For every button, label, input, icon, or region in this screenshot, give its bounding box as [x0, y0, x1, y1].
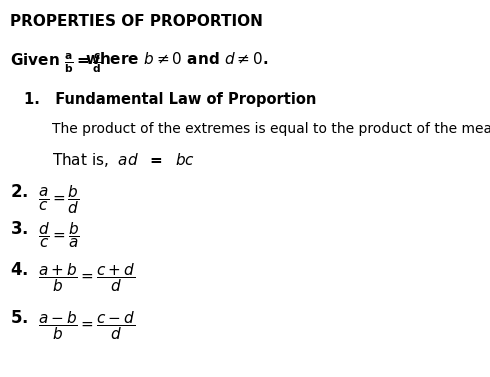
- Text: where $\mathbf{\it{b} \neq 0}$ $\mathbf{and}$ $\mathbf{\it{d} \neq 0}$.: where $\mathbf{\it{b} \neq 0}$ $\mathbf{…: [85, 51, 269, 67]
- Text: The product of the extremes is equal to the product of the means.: The product of the extremes is equal to …: [52, 122, 490, 136]
- Text: $\dfrac{d}{c} = \dfrac{b}{a}$: $\dfrac{d}{c} = \dfrac{b}{a}$: [38, 220, 80, 250]
- Text: 1.   Fundamental Law of Proportion: 1. Fundamental Law of Proportion: [24, 92, 316, 107]
- Text: $\dfrac{a+b}{b} = \dfrac{c+d}{d}$: $\dfrac{a+b}{b} = \dfrac{c+d}{d}$: [38, 261, 135, 294]
- Text: That is,  $\mathbf{\it{ad}}$  $\mathbf{=}$  $\mathbf{\it{bc}}$: That is, $\mathbf{\it{ad}}$ $\mathbf{=}$…: [52, 151, 195, 169]
- Text: $\dfrac{a}{c} = \dfrac{b}{d}$: $\dfrac{a}{c} = \dfrac{b}{d}$: [38, 183, 79, 216]
- Text: Given $\mathbf{\frac{a}{b} = \frac{c}{d}}$: Given $\mathbf{\frac{a}{b} = \frac{c}{d}…: [10, 51, 102, 75]
- Text: PROPERTIES OF PROPORTION: PROPERTIES OF PROPORTION: [10, 14, 263, 29]
- Text: $\mathbf{3.}$: $\mathbf{3.}$: [10, 220, 28, 238]
- Text: $\dfrac{a-b}{b} = \dfrac{c-d}{d}$: $\dfrac{a-b}{b} = \dfrac{c-d}{d}$: [38, 309, 135, 342]
- Text: $\mathbf{5.}$: $\mathbf{5.}$: [10, 309, 28, 327]
- Text: $\mathbf{2.}$: $\mathbf{2.}$: [10, 183, 28, 201]
- Text: $\mathbf{4.}$: $\mathbf{4.}$: [10, 261, 28, 279]
